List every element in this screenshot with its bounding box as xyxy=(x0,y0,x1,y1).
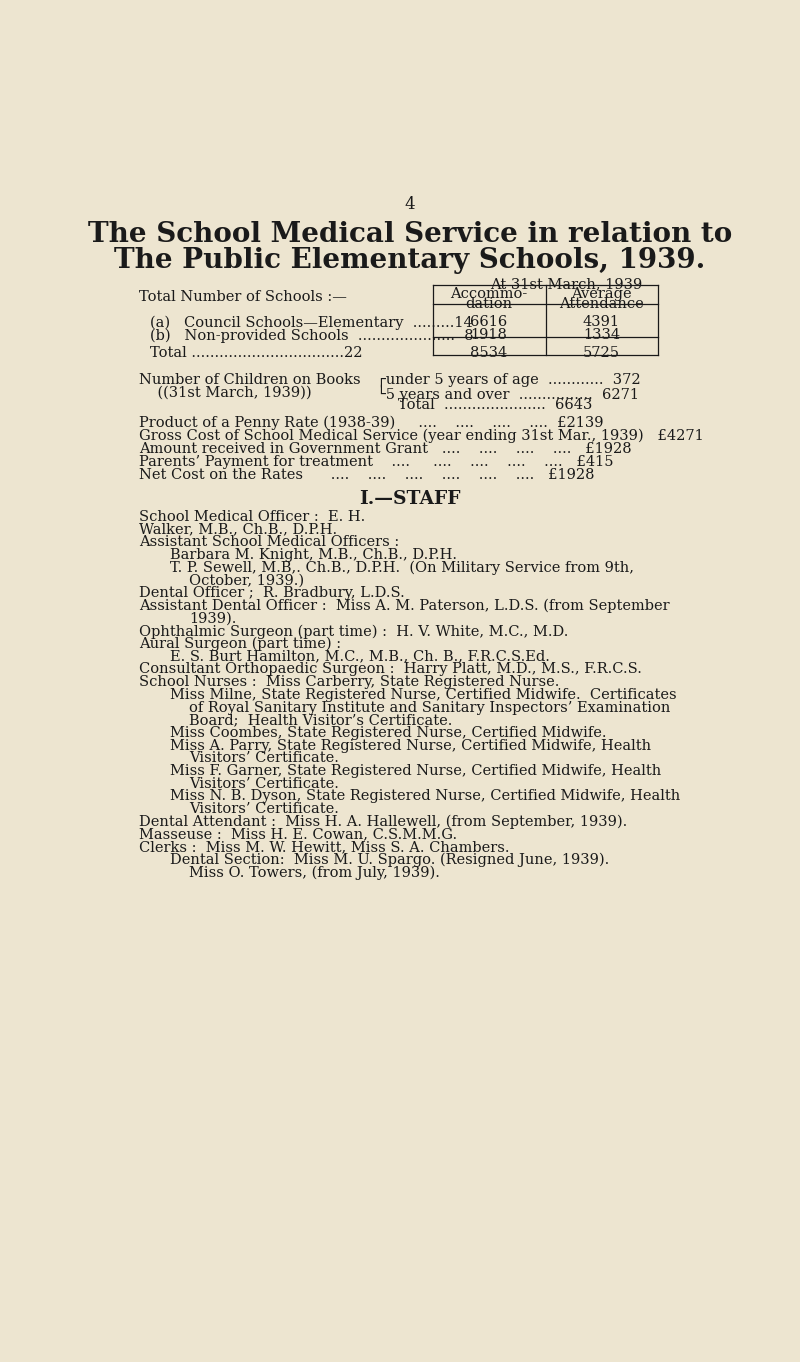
Text: School Medical Officer :  E. H.: School Medical Officer : E. H. xyxy=(138,509,370,524)
Text: School Nurses :  Miss Carberry, State Registered Nurse.: School Nurses : Miss Carberry, State Reg… xyxy=(138,676,559,689)
Text: The School Medical Service in relation to: The School Medical Service in relation t… xyxy=(88,221,732,248)
Text: of Royal Sanitary Institute and Sanitary Inspectors’ Examination: of Royal Sanitary Institute and Sanitary… xyxy=(189,700,670,715)
Text: Miss Milne, State Registered Nurse, Certified Midwife.  Certificates: Miss Milne, State Registered Nurse, Cert… xyxy=(170,688,676,701)
Text: Assistant Dental Officer :  Miss A. M. Paterson, L.D.S. (from September: Assistant Dental Officer : Miss A. M. Pa… xyxy=(138,599,670,613)
Text: Accommo-: Accommo- xyxy=(450,287,528,301)
Text: ((31st March, 1939)): ((31st March, 1939)) xyxy=(138,385,311,399)
Text: Assistant School Medical Officers :: Assistant School Medical Officers : xyxy=(138,535,399,549)
Text: Parents’ Payment for treatment    ....     ....    ....    ....    ....   £415: Parents’ Payment for treatment .... ....… xyxy=(138,455,614,470)
Text: The Public Elementary Schools, 1939.: The Public Elementary Schools, 1939. xyxy=(114,247,706,274)
Text: Board;  Health Visitor’s Certificate.: Board; Health Visitor’s Certificate. xyxy=(189,714,453,727)
Text: Dental Attendant :  Miss H. A. Hallewell, (from September, 1939).: Dental Attendant : Miss H. A. Hallewell,… xyxy=(138,814,627,829)
Text: 1334: 1334 xyxy=(583,328,620,342)
Text: 4: 4 xyxy=(405,196,415,212)
Text: 6616: 6616 xyxy=(470,315,508,330)
Text: At 31st March, 1939: At 31st March, 1939 xyxy=(490,278,642,291)
Text: Clerks :  Miss M. W. Hewitt, Miss S. A. Chambers.: Clerks : Miss M. W. Hewitt, Miss S. A. C… xyxy=(138,840,510,854)
Text: (a)   Council Schools—Elementary  .........14: (a) Council Schools—Elementary .........… xyxy=(150,315,473,330)
Text: I.—STAFF: I.—STAFF xyxy=(359,490,461,508)
Text: Net Cost on the Rates      ....    ....    ....    ....    ....    ....   £1928: Net Cost on the Rates .... .... .... ...… xyxy=(138,469,594,482)
Text: Total .................................22: Total .................................2… xyxy=(150,346,363,360)
Text: ┌under 5 years of age  ............  372: ┌under 5 years of age ............ 372 xyxy=(378,373,641,387)
Text: Number of Children on Books: Number of Children on Books xyxy=(138,373,360,387)
Text: Consultant Orthopaedic Surgeon :  Harry Platt, M.D., M.S., F.R.C.S.: Consultant Orthopaedic Surgeon : Harry P… xyxy=(138,662,642,677)
Text: 4391: 4391 xyxy=(583,315,620,330)
Text: Aural Surgeon (part time) :: Aural Surgeon (part time) : xyxy=(138,637,341,651)
Text: Visitors’ Certificate.: Visitors’ Certificate. xyxy=(189,802,339,816)
Text: Dental Officer ;  R. Bradbury, L.D.S.: Dental Officer ; R. Bradbury, L.D.S. xyxy=(138,586,405,601)
Text: Ophthalmic Surgeon (part time) :  H. V. White, M.C., M.D.: Ophthalmic Surgeon (part time) : H. V. W… xyxy=(138,624,568,639)
Text: T. P. Sewell, M.B,. Ch.B., D.P.H.  (On Military Service from 9th,: T. P. Sewell, M.B,. Ch.B., D.P.H. (On Mi… xyxy=(170,561,634,575)
Text: Average: Average xyxy=(571,287,632,301)
Text: Visitors’ Certificate.: Visitors’ Certificate. xyxy=(189,776,339,791)
Text: Amount received in Government Grant   ....    ....    ....    ....   £1928: Amount received in Government Grant ....… xyxy=(138,443,631,456)
Text: dation: dation xyxy=(466,297,513,312)
Text: Miss N. B. Dyson, State Registered Nurse, Certified Midwife, Health: Miss N. B. Dyson, State Registered Nurse… xyxy=(170,790,680,804)
Text: └5 years and over  ................  6271: └5 years and over ................ 6271 xyxy=(378,385,639,403)
Text: Masseuse :  Miss H. E. Cowan, C.S.M.M.G.: Masseuse : Miss H. E. Cowan, C.S.M.M.G. xyxy=(138,828,457,842)
Text: Product of a Penny Rate (1938-39)     ....    ....    ....    ....  £2139: Product of a Penny Rate (1938-39) .... .… xyxy=(138,415,603,430)
Text: Total  ......................  6643: Total ...................... 6643 xyxy=(398,398,592,411)
Text: Miss Coombes, State Registered Nurse, Certified Midwife.: Miss Coombes, State Registered Nurse, Ce… xyxy=(170,726,606,740)
Text: 1939).: 1939). xyxy=(189,612,237,625)
Text: Attendance: Attendance xyxy=(559,297,644,312)
Text: Total Number of Schools :—: Total Number of Schools :— xyxy=(138,290,346,305)
Text: (b)   Non-provided Schools  .....................  8: (b) Non-provided Schools ...............… xyxy=(150,328,474,343)
Text: Miss A. Parry, State Registered Nurse, Certified Midwife, Health: Miss A. Parry, State Registered Nurse, C… xyxy=(170,738,651,753)
Text: 8534: 8534 xyxy=(470,346,508,360)
Text: E. S. Burt Hamilton, M.C., M.B., Ch. B., F.R.C.S.Ed.: E. S. Burt Hamilton, M.C., M.B., Ch. B.,… xyxy=(170,650,550,663)
Text: Dental Section:  Miss M. U. Spargo. (Resigned June, 1939).: Dental Section: Miss M. U. Spargo. (Resi… xyxy=(170,853,609,868)
Text: Miss F. Garner, State Registered Nurse, Certified Midwife, Health: Miss F. Garner, State Registered Nurse, … xyxy=(170,764,661,778)
Text: Barbara M. Knight, M.B., Ch.B., D.P.H.: Barbara M. Knight, M.B., Ch.B., D.P.H. xyxy=(170,548,457,563)
Text: October, 1939.): October, 1939.) xyxy=(189,573,304,587)
Text: Walker, M.B., Ch.B., D.P.H.: Walker, M.B., Ch.B., D.P.H. xyxy=(138,523,337,537)
Text: Miss O. Towers, (from July, 1939).: Miss O. Towers, (from July, 1939). xyxy=(189,866,440,880)
Text: 5725: 5725 xyxy=(583,346,620,360)
Text: Gross Cost of School Medical Service (year ending 31st Mar., 1939)   £4271: Gross Cost of School Medical Service (ye… xyxy=(138,429,703,444)
Text: 1918: 1918 xyxy=(470,328,507,342)
Text: Visitors’ Certificate.: Visitors’ Certificate. xyxy=(189,752,339,765)
